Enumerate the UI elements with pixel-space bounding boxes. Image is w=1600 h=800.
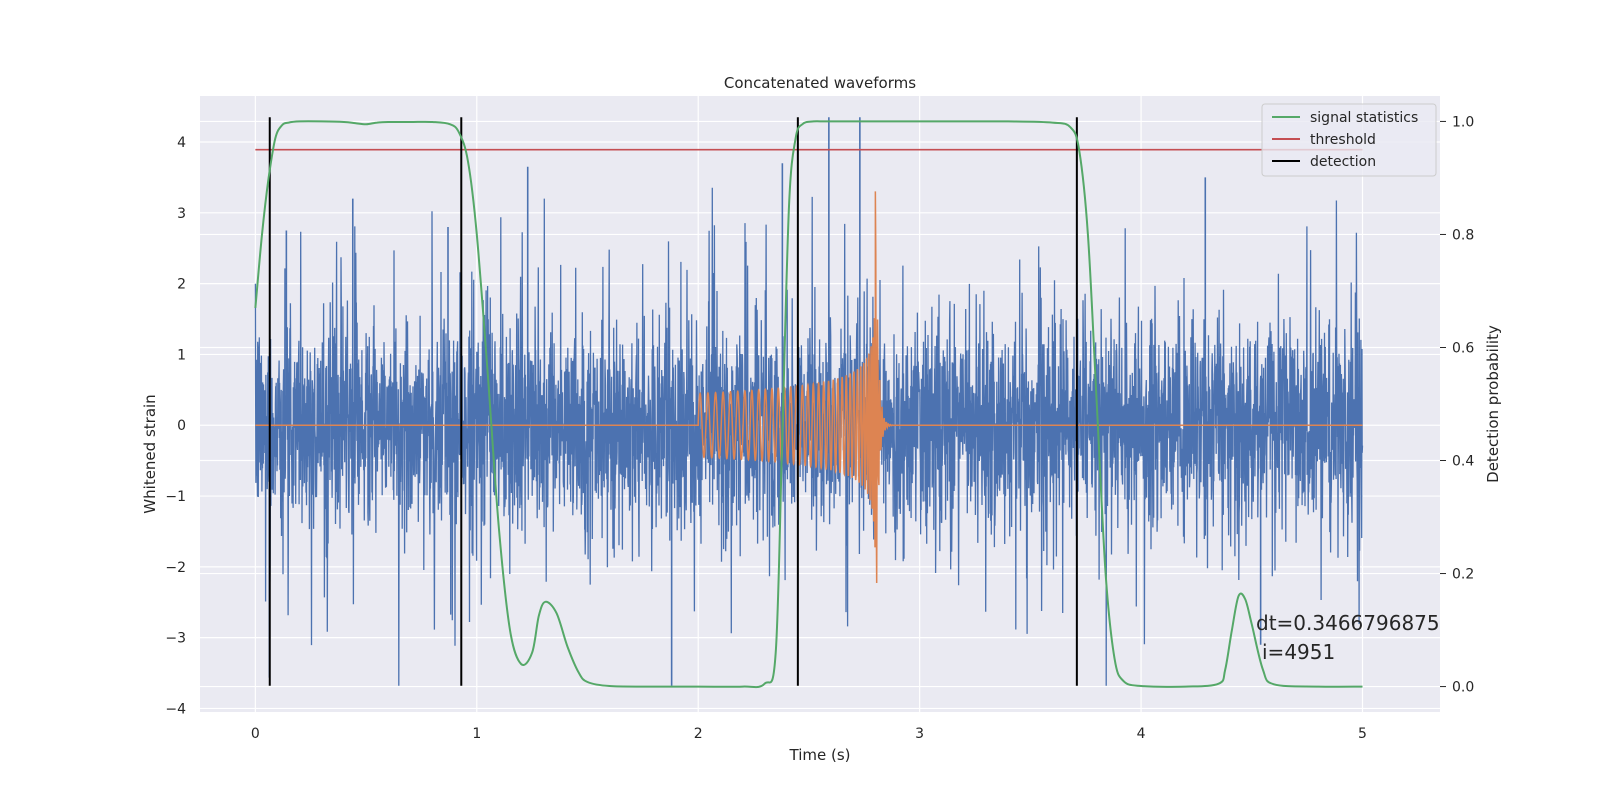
y2-tick-label-0: 0.0 (1452, 680, 1474, 696)
y-tick-label-2: −2 (165, 560, 186, 576)
legend-box (1261, 103, 1437, 177)
x-tick-label-3: 3 (915, 726, 924, 742)
injection-series (255, 191, 1363, 584)
y2-tick-label-2: 0.4 (1452, 454, 1474, 470)
detection-series (268, 117, 1078, 686)
legend-label-detection: detection (1310, 154, 1376, 170)
legend: signal statistics threshold detection (1261, 103, 1437, 177)
y2-axis-ticks: 0.0 0.2 0.4 0.6 0.8 1.0 (1440, 114, 1474, 696)
y2-tick-label-3: 0.6 (1452, 340, 1474, 356)
y2-axis-label: Detection probability (1484, 325, 1502, 483)
annotation-dt: dt=0.3466796875 (1256, 611, 1440, 635)
annotation-index: i=4951 (1262, 640, 1335, 664)
y-tick-label-1: −3 (165, 631, 186, 647)
x-tick-label-5: 5 (1358, 726, 1367, 742)
y2-tick-label-4: 0.8 (1452, 227, 1474, 243)
y-tick-label-0: −4 (165, 701, 186, 717)
y-tick-label-5: 1 (177, 347, 186, 363)
y-axis-label: Whitened strain (141, 394, 159, 513)
y2-tick-label-1: 0.2 (1452, 567, 1474, 583)
signal-statistics-line (254, 120, 1363, 689)
y-tick-label-6: 2 (177, 277, 186, 293)
x-tick-label-4: 4 (1137, 726, 1146, 742)
x-axis-ticks: 0 1 2 3 4 5 (251, 726, 1367, 742)
y-tick-label-8: 4 (177, 135, 186, 151)
y-tick-label-3: −1 (165, 489, 186, 505)
x-axis-label: Time (s) (789, 746, 851, 764)
y-axis-ticks: −4 −3 −2 −1 0 1 2 3 4 (165, 135, 186, 717)
legend-label-signal-statistics: signal statistics (1310, 110, 1418, 126)
injection-line (255, 191, 1363, 584)
x-tick-label-0: 0 (251, 726, 260, 742)
x-tick-label-2: 2 (694, 726, 703, 742)
y-tick-label-7: 3 (177, 206, 186, 222)
y2-tick-label-5: 1.0 (1452, 114, 1474, 130)
y-tick-label-4: 0 (177, 418, 186, 434)
signal-statistics-series (254, 120, 1363, 689)
chart-title: Concatenated waveforms (724, 74, 916, 92)
x-tick-label-1: 1 (472, 726, 481, 742)
legend-label-threshold: threshold (1310, 132, 1376, 148)
